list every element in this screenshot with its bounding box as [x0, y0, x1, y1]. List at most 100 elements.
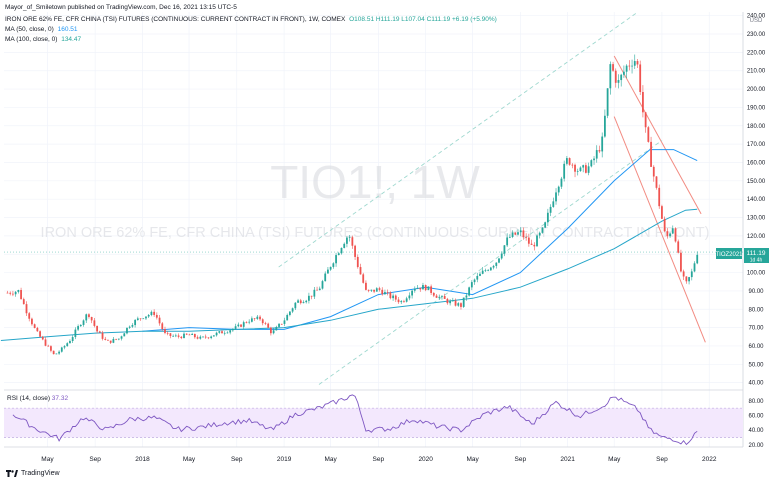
candle-body: [112, 338, 115, 343]
candle-body: [405, 298, 408, 302]
candle-body: [650, 141, 652, 167]
candle-body: [446, 298, 449, 304]
tradingview-logo-icon: [6, 470, 18, 477]
candle-body: [88, 314, 90, 317]
candle-body: [644, 112, 647, 128]
candle-body: [584, 165, 587, 173]
candle-body: [259, 316, 261, 320]
price-tick-label: 130.00: [747, 216, 766, 222]
candle-body: [12, 293, 14, 295]
candle-body: [229, 330, 232, 333]
candle-body: [109, 340, 112, 343]
candle-body: [161, 323, 164, 330]
candle-body: [272, 330, 275, 334]
candle-body: [693, 263, 696, 272]
tradingview-footer: TradingView: [6, 470, 60, 477]
candle-body: [58, 351, 60, 354]
price-tick-label: 100.00: [747, 271, 766, 277]
candle-body: [44, 339, 47, 346]
candle-body: [549, 206, 552, 213]
candle-body: [20, 290, 22, 300]
candle-body: [419, 287, 422, 290]
time-tick-label: 2021: [560, 456, 575, 463]
candle-body: [291, 308, 294, 312]
currency-label: USD: [750, 18, 763, 24]
candle-body: [365, 282, 367, 290]
candle-body: [367, 289, 370, 291]
candle-body: [432, 292, 435, 296]
candle-body: [164, 329, 166, 333]
candle-body: [680, 252, 682, 272]
candle-body: [590, 160, 593, 167]
price-tag-symbol: TIOZ2021: [715, 252, 743, 258]
upper-channel-line: [613, 55, 702, 215]
candle-body: [541, 227, 544, 233]
candle-body: [253, 318, 256, 320]
candle-body: [313, 289, 316, 297]
candle-body: [17, 290, 20, 292]
price-tick-label: 190.00: [747, 105, 766, 111]
candle-body: [188, 334, 191, 336]
candle-body: [544, 222, 547, 228]
candle-body: [362, 274, 365, 283]
candle-body: [430, 286, 433, 293]
candle-body: [14, 291, 17, 295]
candle-body: [267, 323, 270, 328]
rising-trend-line-1: [278, 11, 639, 268]
candle-body: [441, 296, 443, 297]
candle-body: [9, 292, 12, 294]
candle-body: [677, 241, 680, 253]
candle-body: [69, 341, 71, 344]
candle-body: [221, 331, 223, 334]
candle-body: [470, 282, 473, 288]
price-tick-label: 140.00: [747, 197, 766, 203]
candle-body: [6, 292, 9, 294]
price-tick-label: 230.00: [747, 32, 766, 38]
candle-body: [207, 337, 210, 339]
price-tick-label: 60.00: [748, 344, 764, 350]
candle-body: [560, 178, 563, 187]
candle-body: [85, 314, 88, 321]
candle-body: [614, 70, 617, 83]
candle-body: [386, 292, 389, 293]
candle-body: [31, 318, 33, 325]
candle-body: [264, 323, 267, 324]
candle-body: [142, 318, 145, 320]
candle-body: [682, 271, 685, 277]
candle-body: [126, 327, 128, 334]
candle-body: [688, 277, 690, 282]
candle-body: [522, 230, 525, 238]
candle-body: [158, 317, 161, 324]
candle-body: [346, 237, 348, 244]
candle-body: [655, 176, 658, 188]
candle-body: [443, 296, 446, 299]
candle-body: [481, 270, 484, 274]
candle-body: [283, 320, 286, 324]
candle-body: [261, 319, 264, 324]
candle-body: [71, 337, 74, 342]
candle-body: [25, 304, 28, 314]
candle-body: [98, 331, 101, 333]
candle-body: [508, 236, 511, 238]
candle-body: [223, 332, 226, 334]
candle-body: [392, 295, 394, 299]
candle-body: [696, 254, 699, 264]
ma100-legend: MA (100, close, 0) 134.47: [5, 36, 83, 43]
candle-body: [511, 232, 514, 237]
candle-body: [269, 327, 272, 334]
candle-body: [652, 166, 655, 177]
candle-body: [191, 333, 194, 335]
candle-body: [468, 287, 471, 296]
candle-body: [514, 232, 517, 235]
candle-body: [74, 329, 77, 338]
candle-body: [563, 163, 566, 179]
candle-body: [215, 332, 218, 336]
candle-body: [454, 300, 457, 306]
candle-body: [316, 289, 318, 291]
candle-body: [305, 300, 308, 303]
time-tick-label: Sep: [515, 456, 527, 463]
candle-body: [327, 269, 329, 274]
rising-trend-line-2: [318, 140, 663, 385]
candle-body: [609, 64, 612, 89]
